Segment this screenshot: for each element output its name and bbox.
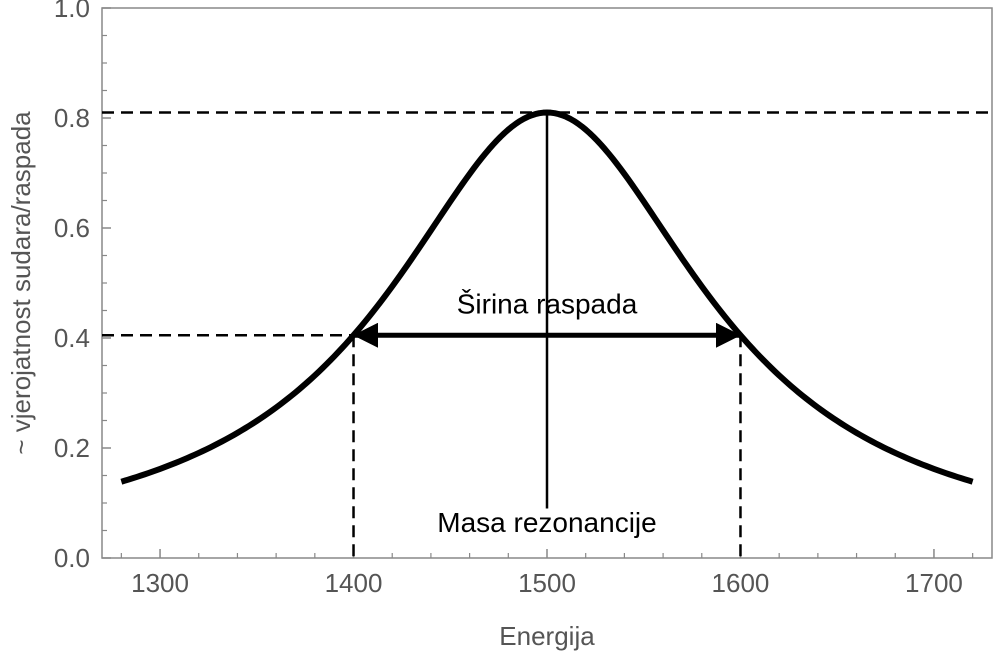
- x-tick-label: 1600: [712, 568, 770, 598]
- series-line: [120, 109, 974, 485]
- mass-annotation: Masa rezonancije: [437, 507, 656, 538]
- x-axis-ticks: 1300 1400 1500 1600 1700: [120, 549, 974, 598]
- y-tick-label: 1.0: [54, 0, 90, 23]
- x-tick-label: 1700: [905, 568, 963, 598]
- y-tick-label: 0.6: [54, 213, 90, 243]
- x-tick-label: 1500: [518, 568, 576, 598]
- y-axis-title: ~ vjerojatnost sudara/raspada: [6, 111, 36, 455]
- y-tick-label: 0.2: [54, 433, 90, 463]
- x-tick-label: 1300: [131, 568, 189, 598]
- y-tick-label: 0.0: [54, 543, 90, 573]
- x-axis-title: Energija: [499, 621, 595, 651]
- width-annotation: Širina raspada: [457, 288, 638, 319]
- y-tick-label: 0.8: [54, 103, 90, 133]
- y-axis-ticks: 0.0 0.2 0.4 0.6 0.8 1.0: [54, 0, 111, 573]
- y-tick-label: 0.4: [54, 323, 90, 353]
- x-tick-label: 1400: [325, 568, 383, 598]
